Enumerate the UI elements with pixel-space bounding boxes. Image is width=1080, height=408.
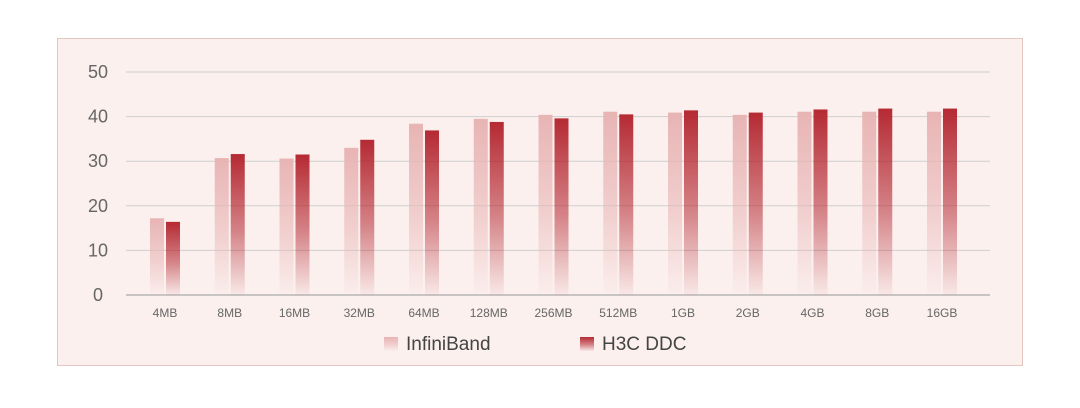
x-tick-label: 512MB xyxy=(599,306,637,320)
legend: InfiniBand H3C DDC xyxy=(384,334,686,355)
legend-swatch xyxy=(384,337,398,351)
y-axis-ticks: 0 10 20 30 40 50 xyxy=(88,62,108,305)
x-axis-ticks: 4MB 8MB 16MB 32MB 64MB 128MB 256MB 512MB 1GB 2GB 4… xyxy=(153,306,958,320)
y-tick-label: 30 xyxy=(88,151,108,171)
bar-h3c-ddc-2gb xyxy=(748,112,763,295)
x-tick-label: 4MB xyxy=(153,306,178,320)
x-tick-label: 4GB xyxy=(800,306,824,320)
chart-panel: 0 10 20 30 40 50 4MB 8MB 16MB 32MB 64MB 128MB 256MB… xyxy=(57,38,1023,366)
bar-infiniband-16mb xyxy=(279,158,294,295)
legend-swatch xyxy=(580,337,594,351)
x-tick-label: 2GB xyxy=(736,306,760,320)
x-tick-label: 16GB xyxy=(927,306,958,320)
bar-h3c-ddc-256mb xyxy=(554,118,569,295)
legend-label: H3C DDC xyxy=(602,334,686,355)
bar-h3c-ddc-16mb xyxy=(295,154,310,295)
bar-chart: 0 10 20 30 40 50 4MB 8MB 16MB 32MB 64MB 128MB 256MB… xyxy=(88,62,990,355)
bar-infiniband-128mb xyxy=(473,118,488,295)
bar-infiniband-512mb xyxy=(603,111,618,295)
bar-h3c-ddc-128mb xyxy=(489,121,504,296)
y-tick-label: 50 xyxy=(88,62,108,82)
x-tick-label: 128MB xyxy=(470,306,508,320)
bar-infiniband-4mb xyxy=(150,218,164,295)
bar-infiniband-256mb xyxy=(538,114,553,295)
bar-infiniband-16gb xyxy=(927,111,941,295)
bar-h3c-ddc-16gb xyxy=(943,108,957,296)
y-tick-label: 40 xyxy=(88,107,108,127)
bar-h3c-ddc-32mb xyxy=(360,139,375,295)
y-tick-label: 20 xyxy=(88,196,108,216)
x-tick-label: 1GB xyxy=(671,306,695,320)
bars xyxy=(150,108,957,296)
bar-h3c-ddc-4gb xyxy=(813,109,828,296)
bar-infiniband-32mb xyxy=(344,147,359,295)
bar-infiniband-4gb xyxy=(797,111,812,295)
bar-h3c-ddc-8mb xyxy=(230,154,245,295)
x-tick-label: 8MB xyxy=(217,306,242,320)
bar-h3c-ddc-64mb xyxy=(425,130,439,295)
bar-h3c-ddc-8gb xyxy=(878,108,893,296)
bar-h3c-ddc-1gb xyxy=(684,110,698,295)
x-tick-label: 64MB xyxy=(408,306,439,320)
bar-h3c-ddc-4mb xyxy=(166,221,180,295)
x-tick-label: 32MB xyxy=(344,306,375,320)
y-tick-label: 0 xyxy=(93,285,103,305)
x-tick-label: 16MB xyxy=(279,306,310,320)
bar-infiniband-2gb xyxy=(732,114,747,295)
bar-infiniband-1gb xyxy=(668,112,682,295)
bar-h3c-ddc-512mb xyxy=(619,114,634,296)
bar-infiniband-64mb xyxy=(409,123,423,296)
bar-infiniband-8gb xyxy=(862,111,877,295)
x-tick-label: 256MB xyxy=(534,306,572,320)
y-tick-label: 10 xyxy=(88,240,108,260)
x-tick-label: 8GB xyxy=(865,306,889,320)
bar-infiniband-8mb xyxy=(214,158,229,295)
legend-label: InfiniBand xyxy=(406,334,491,355)
